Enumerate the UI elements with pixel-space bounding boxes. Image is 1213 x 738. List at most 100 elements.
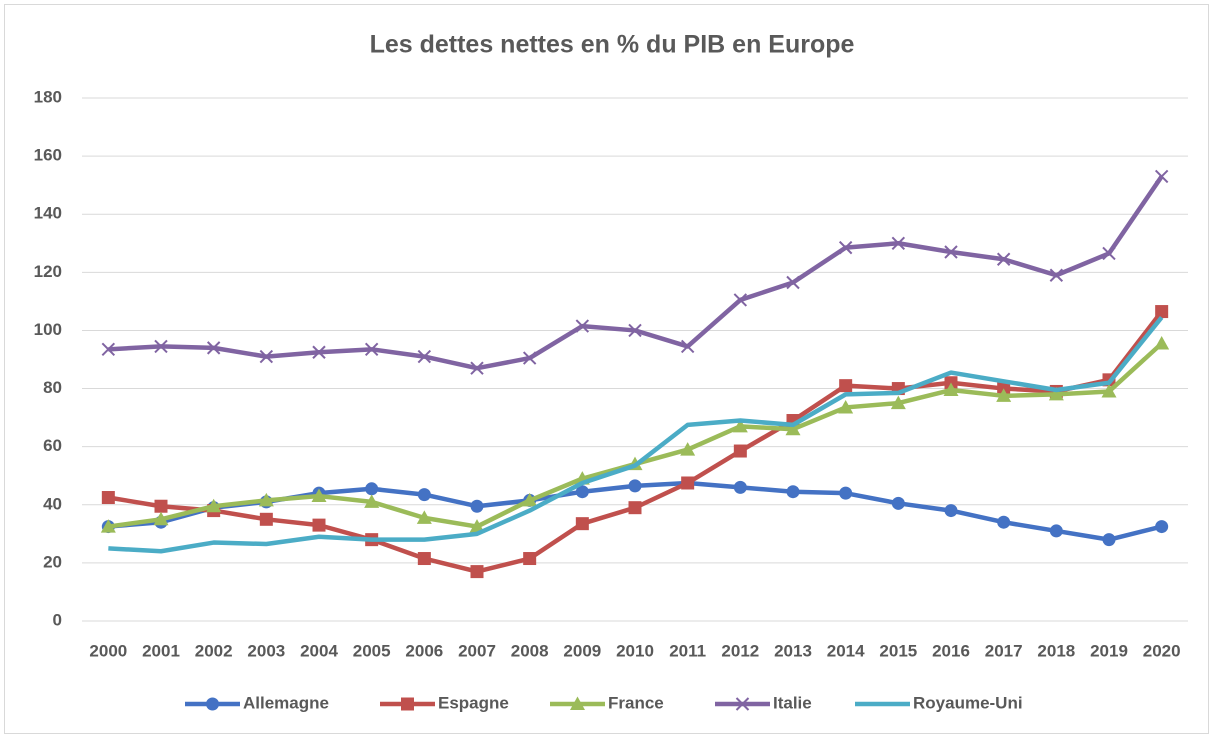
marker: [206, 697, 219, 711]
marker: [1102, 533, 1116, 547]
marker: [680, 339, 695, 354]
marker: [733, 293, 748, 307]
x-tick-label: 2012: [721, 641, 759, 660]
marker: [733, 444, 747, 458]
marker: [681, 476, 695, 490]
legend-label: Allemagne: [243, 693, 329, 712]
marker: [570, 696, 585, 710]
x-tick-label: 2005: [353, 641, 391, 660]
marker: [259, 512, 273, 526]
x-tick-label: 2003: [247, 641, 285, 660]
x-tick-label: 2017: [985, 641, 1023, 660]
x-tick-label: 2000: [89, 641, 127, 660]
marker: [364, 494, 380, 508]
x-tick-label: 2008: [511, 641, 549, 660]
marker: [311, 488, 327, 503]
marker: [154, 499, 168, 513]
x-tick-label: 2016: [932, 641, 970, 660]
x-tick-label: 2004: [300, 641, 338, 660]
y-tick-label: 140: [34, 204, 62, 223]
x-tick-label: 2013: [774, 641, 812, 660]
marker: [470, 499, 484, 513]
x-tick-label: 2010: [616, 641, 654, 660]
y-tick-label: 60: [43, 436, 62, 455]
y-tick-label: 160: [34, 146, 62, 165]
marker: [890, 395, 906, 410]
marker: [838, 399, 854, 414]
y-tick-label: 120: [34, 262, 62, 281]
x-tick-label: 2001: [142, 641, 180, 660]
x-tick-label: 2002: [195, 641, 233, 660]
marker: [206, 341, 221, 355]
marker: [417, 349, 432, 364]
marker: [997, 515, 1011, 529]
series-line: [108, 315, 1164, 554]
marker: [154, 339, 168, 354]
marker: [417, 552, 431, 566]
marker: [785, 421, 801, 436]
marker: [365, 482, 379, 496]
x-tick-label: 2018: [1037, 641, 1075, 660]
y-tick-label: 180: [34, 87, 62, 106]
marker: [1049, 524, 1063, 538]
marker: [312, 345, 326, 359]
marker: [575, 485, 589, 499]
legend-label: Espagne: [438, 693, 509, 712]
x-tick-label: 2006: [405, 641, 443, 660]
x-tick-label: 2014: [827, 641, 865, 660]
marker: [575, 319, 590, 333]
marker: [1102, 246, 1116, 261]
marker: [470, 361, 484, 375]
marker: [470, 565, 484, 579]
y-tick-label: 40: [43, 494, 62, 513]
chart-border: [4, 4, 1209, 734]
marker: [996, 388, 1012, 402]
marker: [416, 510, 432, 524]
marker: [1048, 386, 1064, 401]
marker: [1049, 268, 1064, 282]
marker: [364, 342, 379, 357]
y-tick-label: 100: [34, 320, 62, 339]
marker: [401, 697, 414, 711]
x-tick-label: 2009: [563, 641, 601, 660]
marker: [786, 275, 800, 290]
marker: [469, 519, 485, 533]
legend-label: Royaume-Uni: [913, 693, 1023, 712]
x-tick-label: 2019: [1090, 641, 1128, 660]
legend-label: France: [608, 693, 664, 712]
marker: [839, 379, 853, 393]
marker: [522, 351, 537, 365]
y-tick-label: 20: [43, 552, 62, 571]
marker: [1155, 305, 1169, 319]
marker: [628, 479, 642, 493]
chart-title: Les dettes nettes en % du PIB en Europe: [370, 31, 855, 59]
marker: [891, 496, 905, 510]
marker: [417, 488, 431, 502]
marker: [838, 240, 853, 255]
marker: [259, 349, 274, 364]
marker: [153, 511, 169, 526]
marker: [575, 517, 589, 531]
marker: [1154, 336, 1170, 350]
marker: [1101, 383, 1117, 398]
marker: [732, 418, 748, 433]
marker: [100, 519, 116, 533]
marker: [786, 485, 800, 499]
marker: [312, 518, 326, 532]
x-tick-label: 2007: [458, 641, 496, 660]
legend-label: Italie: [773, 693, 812, 712]
marker: [944, 504, 958, 518]
marker: [522, 492, 538, 507]
marker: [733, 480, 747, 494]
marker: [206, 498, 222, 513]
marker: [891, 236, 906, 250]
marker: [735, 697, 750, 711]
marker: [628, 323, 642, 338]
marker: [1154, 169, 1169, 184]
marker: [628, 501, 642, 515]
marker: [680, 442, 696, 456]
y-tick-label: 80: [43, 378, 62, 397]
marker: [996, 252, 1011, 266]
x-tick-label: 2011: [669, 641, 706, 660]
